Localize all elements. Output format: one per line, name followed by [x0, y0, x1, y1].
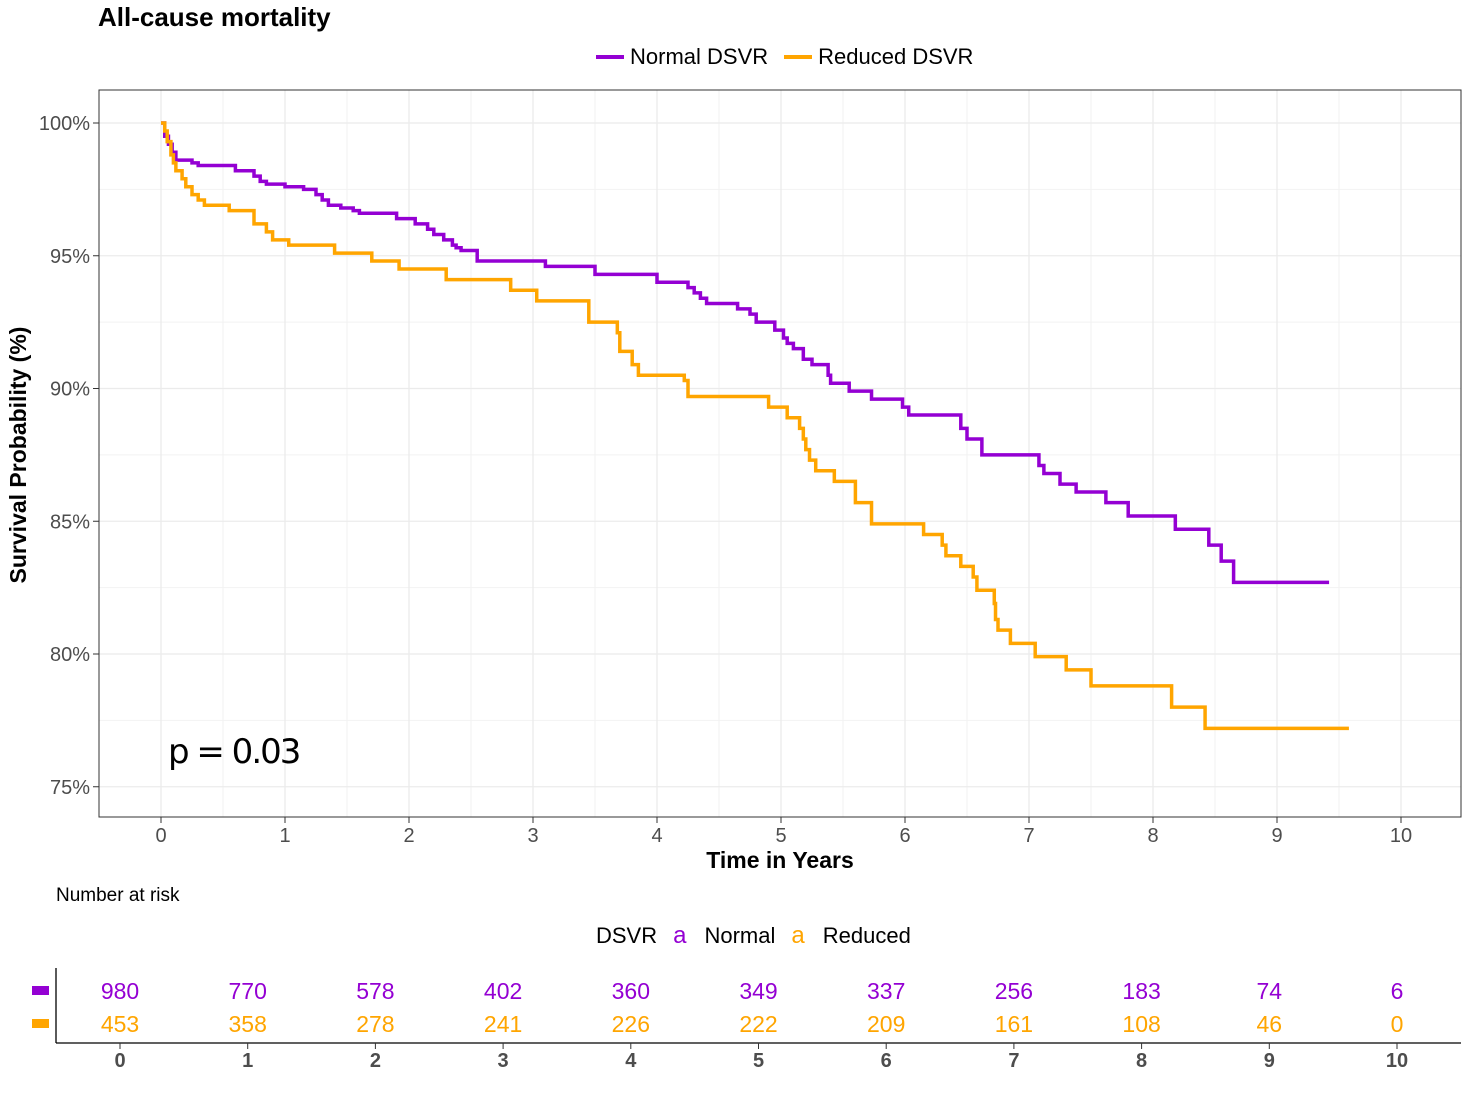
- risk-count: 337: [867, 978, 905, 1004]
- risk-x-tick-label: 2: [370, 1050, 381, 1072]
- x-tick-label: 4: [651, 825, 662, 847]
- legend-key-normal: [596, 55, 624, 59]
- risk-x-tick-label: 10: [1386, 1050, 1408, 1072]
- risk-count: 108: [1122, 1011, 1160, 1037]
- risk-count: 6: [1391, 978, 1404, 1004]
- x-tick-label: 2: [403, 825, 414, 847]
- risk-legend-name-normal: Normal: [704, 923, 776, 948]
- risk-count: 209: [867, 1011, 905, 1037]
- risk-x-tick-label: 1: [242, 1050, 253, 1072]
- legend-label-reduced: Reduced DSVR: [818, 44, 974, 69]
- x-axis-label: Time in Years: [706, 847, 853, 873]
- risk-count: 402: [484, 978, 522, 1004]
- risk-table-legend: DSVR a Normal a Reduced: [596, 922, 911, 950]
- risk-table-title: Number at risk: [56, 885, 180, 906]
- risk-count: 360: [612, 978, 650, 1004]
- x-tick-label: 5: [775, 825, 786, 847]
- risk-x-tick-label: 8: [1136, 1050, 1147, 1072]
- risk-count: 358: [229, 1011, 267, 1037]
- legend-item-reduced: Reduced DSVR: [784, 44, 973, 70]
- risk-x-tick-label: 5: [753, 1050, 764, 1072]
- risk-count: 0: [1391, 1011, 1404, 1037]
- risk-x-tick-label: 0: [114, 1050, 125, 1072]
- x-tick-label: 10: [1390, 825, 1412, 847]
- series-lines: [161, 121, 1349, 731]
- risk-row-color-key: [32, 1019, 49, 1028]
- risk-x-tick-label: 6: [881, 1050, 892, 1072]
- legend: Normal DSVR Reduced DSVR: [596, 44, 989, 70]
- y-tick-label: 75%: [50, 777, 90, 799]
- risk-count: 46: [1257, 1011, 1283, 1037]
- risk-legend-name-reduced: Reduced: [822, 923, 911, 948]
- x-tick-label: 3: [527, 825, 538, 847]
- x-tick-label: 6: [899, 825, 910, 847]
- risk-count: 453: [101, 1011, 139, 1037]
- risk-count: 278: [356, 1011, 394, 1037]
- grid: [99, 90, 1461, 817]
- risk-legend-glyph-normal: a: [673, 922, 687, 949]
- risk-count: 770: [229, 978, 267, 1004]
- risk-count: 256: [995, 978, 1033, 1004]
- risk-row-color-key: [32, 986, 49, 995]
- risk-count: 349: [739, 978, 777, 1004]
- y-tick-label: 85%: [50, 511, 90, 533]
- legend-label-normal: Normal DSVR: [630, 44, 769, 69]
- risk-x-tick-label: 3: [498, 1050, 509, 1072]
- risk-count: 161: [995, 1011, 1033, 1037]
- series-line-reduced-dsvr: [161, 121, 1349, 731]
- p-value-annotation: p = 0.03: [168, 732, 299, 772]
- risk-x-tick-label: 7: [1008, 1050, 1019, 1072]
- chart-title: All-cause mortality: [98, 2, 331, 32]
- risk-count: 226: [612, 1011, 650, 1037]
- risk-count: 241: [484, 1011, 522, 1037]
- risk-count: 74: [1257, 978, 1283, 1004]
- plot-panel-border: [98, 89, 1462, 818]
- y-tick-label: 95%: [50, 246, 90, 268]
- risk-count: 980: [101, 978, 139, 1004]
- x-tick-label: 0: [155, 825, 166, 847]
- y-tick-label: 90%: [50, 379, 90, 401]
- x-tick-label: 8: [1147, 825, 1158, 847]
- risk-count: 222: [739, 1011, 777, 1037]
- legend-key-reduced: [784, 55, 813, 59]
- legend-item-normal: Normal DSVR: [596, 44, 768, 70]
- x-tick-label: 9: [1271, 825, 1282, 847]
- risk-count: 578: [356, 978, 394, 1004]
- y-tick-label: 80%: [50, 644, 90, 666]
- y-tick-label: 100%: [39, 113, 90, 135]
- risk-legend-glyph-reduced: a: [791, 922, 805, 949]
- x-tick-label: 1: [279, 825, 290, 847]
- series-line-normal-dsvr: [161, 121, 1330, 585]
- y-axis-label: Survival Probability (%): [5, 327, 31, 584]
- risk-x-tick-label: 4: [625, 1050, 637, 1072]
- risk-legend-label: DSVR: [596, 923, 658, 948]
- risk-x-tick-label: 9: [1264, 1050, 1275, 1072]
- risk-count: 183: [1122, 978, 1160, 1004]
- x-tick-label: 7: [1023, 825, 1034, 847]
- axes: 0 1 2 3 4 5 6 7 8 9 10 75% 80% 85% 90% 95% 100%: [39, 113, 1412, 847]
